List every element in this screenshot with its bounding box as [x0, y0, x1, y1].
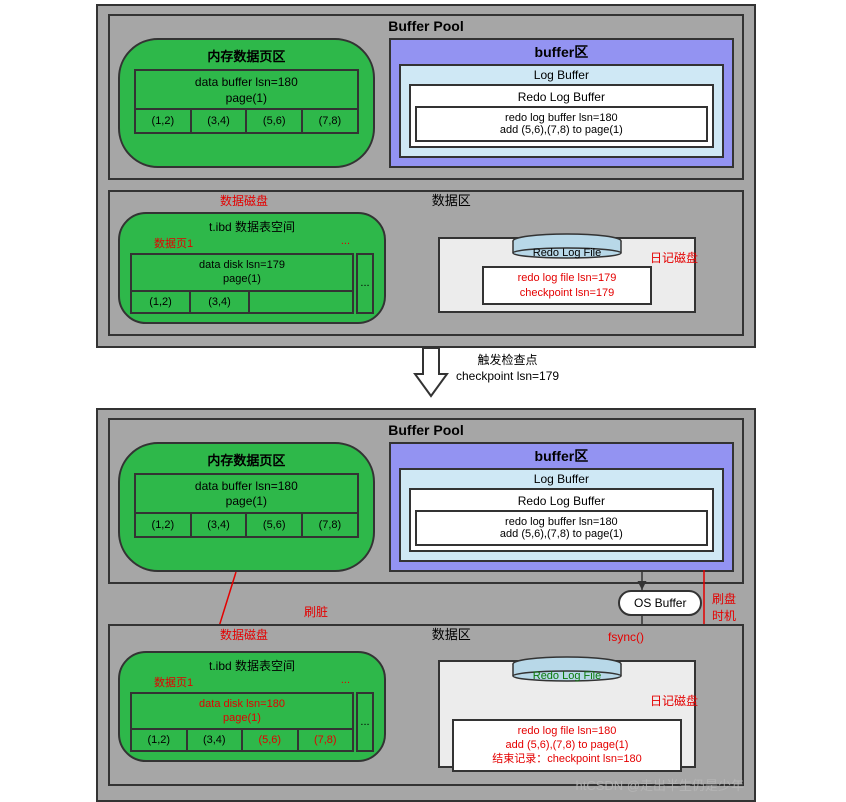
gd-head-l1: data disk lsn=179 — [199, 259, 285, 271]
buffer-zone-title: buffer区 — [399, 42, 724, 62]
watermark: htCSDN @走出半生仍是少年 — [576, 775, 745, 794]
cyl-label-b: Redo Log File — [440, 670, 694, 682]
gd-ell-b: ... — [341, 674, 350, 690]
rf-l1: redo log file lsn=179 — [518, 272, 617, 284]
log-buffer-top: Log Buffer Redo Log Buffer redo log buff… — [399, 64, 724, 158]
cell: (7,8) — [303, 514, 357, 536]
brush-time-label: 刷盘时机 — [712, 590, 744, 624]
mem-page-table: data buffer lsn=180 page(1) (1,2)(3,4)(5… — [134, 69, 359, 134]
arrow-l2: checkpoint lsn=179 — [456, 369, 559, 383]
fsync-label: fsync() — [608, 630, 644, 644]
log-disk-label: 日记磁盘 — [650, 249, 698, 266]
log-disk-label-b: 日记磁盘 — [650, 692, 698, 709]
down-arrow-icon — [411, 344, 451, 403]
redo-file-zone-b: Redo Log File 日记磁盘 redo log file lsn=180… — [438, 660, 696, 768]
rlb-l1-b: redo log buffer lsn=180 — [505, 516, 618, 528]
rlb-l2-b: add (5,6),(7,8) to page(1) — [500, 528, 623, 540]
green-disk-top: t.ibd 数据表空间 数据页1 ... data disk lsn=179 p… — [118, 212, 386, 324]
rlb-title: Redo Log Buffer — [415, 90, 708, 104]
rf-l2-b: add (5,6),(7,8) to page(1) — [506, 739, 629, 751]
mem-head-l1-b: data buffer lsn=180 — [195, 479, 298, 493]
gd-ell-box: ... — [356, 253, 374, 314]
gd-ell-box-b: ... — [356, 692, 374, 753]
mem-page-title: 内存数据页区 — [134, 46, 359, 65]
cell: (3,4) — [191, 292, 250, 312]
cell: (5,6) — [247, 514, 303, 536]
disk-label: 数据磁盘 — [220, 192, 268, 209]
cell: (5,6) — [247, 110, 303, 132]
rf-l2: checkpoint lsn=179 — [520, 287, 614, 299]
rlb-title-b: Redo Log Buffer — [415, 494, 708, 508]
gd-title-b: t.ibd 数据表空间 — [130, 657, 374, 674]
gd-head-l1-b: data disk lsn=180 — [199, 698, 285, 710]
buffer-pool-title: Buffer Pool — [118, 18, 734, 34]
middle-region: OS Buffer 刷盘时机 刷脏 — [108, 584, 744, 626]
rlb-b: Redo Log Buffer redo log buffer lsn=180 … — [409, 488, 714, 552]
buffer-pool-bottom: Buffer Pool 内存数据页区 data buffer lsn=180 p… — [108, 418, 744, 584]
arrow-block: 触发检查点 checkpoint lsn=179 — [96, 348, 756, 404]
cell: (7,8) — [303, 110, 357, 132]
gd-subtitle: 数据页1 — [154, 235, 193, 251]
rlb-l2: add (5,6),(7,8) to page(1) — [500, 124, 623, 136]
green-disk-b: t.ibd 数据表空间 数据页1 ... data disk lsn=180 p… — [118, 651, 386, 763]
log-buffer-b: Log Buffer Redo Log Buffer redo log buff… — [399, 468, 724, 562]
gd-sub-b: 数据页1 — [154, 674, 193, 690]
mem-head-l1: data buffer lsn=180 — [195, 75, 298, 89]
arrow-l1: 触发检查点 — [478, 353, 538, 367]
brush-dirty-label: 刷脏 — [304, 603, 328, 620]
cell: (3,4) — [188, 730, 244, 750]
redo-log-buffer-top: Redo Log Buffer redo log buffer lsn=180 … — [409, 84, 714, 148]
gd-ellipsis: ... — [341, 235, 350, 251]
gd-table-b: data disk lsn=180 page(1) (1,2)(3,4)(5,6… — [130, 692, 354, 753]
gd-head-l2: page(1) — [223, 273, 261, 285]
bz-title-b: buffer区 — [399, 446, 724, 466]
mem-page-table-b: data buffer lsn=180 page(1) (1,2)(3,4)(5… — [134, 473, 359, 538]
cell: (1,2) — [136, 514, 192, 536]
dz-title-b: 数据区 — [432, 624, 471, 643]
buffer-zone-bottom: buffer区 Log Buffer Redo Log Buffer redo … — [389, 442, 734, 572]
cell: (5,6) — [243, 730, 299, 750]
redo-file-zone-top: Redo Log File 日记磁盘 redo log file lsn=179… — [438, 237, 696, 313]
disk-label-b: 数据磁盘 — [220, 626, 268, 643]
cell: (1,2) — [136, 110, 192, 132]
buffer-zone-top: buffer区 Log Buffer Redo Log Buffer redo … — [389, 38, 734, 168]
top-panel: Buffer Pool 内存数据页区 data buffer lsn=180 p… — [96, 4, 756, 348]
mem-page-zone-top: 内存数据页区 data buffer lsn=180 page(1) (1,2)… — [118, 38, 375, 168]
cell: (3,4) — [192, 514, 248, 536]
cell: (1,2) — [132, 292, 191, 312]
os-buffer: OS Buffer — [618, 590, 702, 616]
disk-zone-bottom: 数据区 数据磁盘 fsync() t.ibd 数据表空间 数据页1 ... da… — [108, 624, 744, 786]
disk-zone-top: 数据区 数据磁盘 t.ibd 数据表空间 数据页1 ... data disk … — [108, 190, 744, 336]
gd-table: data disk lsn=179 page(1) (1,2)(3,4) — [130, 253, 354, 314]
gd-title: t.ibd 数据表空间 — [130, 218, 374, 235]
mem-page-title-b: 内存数据页区 — [134, 450, 359, 469]
lb-title-b: Log Buffer — [409, 472, 714, 486]
mem-head-l2-b: page(1) — [226, 494, 267, 508]
log-buffer-title: Log Buffer — [409, 68, 714, 82]
buffer-pool-top: Buffer Pool 内存数据页区 data buffer lsn=180 p… — [108, 14, 744, 180]
bottom-panel: Buffer Pool 内存数据页区 data buffer lsn=180 p… — [96, 408, 756, 802]
cell: (3,4) — [192, 110, 248, 132]
rlb-l1: redo log buffer lsn=180 — [505, 112, 618, 124]
rf-l1-b: redo log file lsn=180 — [518, 725, 617, 737]
buffer-pool-title-b: Buffer Pool — [118, 422, 734, 438]
gd-head-l2-b: page(1) — [223, 712, 261, 724]
rf-l3-b: 结束记录：checkpoint lsn=180 — [492, 753, 641, 765]
mem-page-zone-bottom: 内存数据页区 data buffer lsn=180 page(1) (1,2)… — [118, 442, 375, 572]
mem-head-l2: page(1) — [226, 91, 267, 105]
disk-zone-title: 数据区 — [432, 190, 471, 209]
cell: (7,8) — [299, 730, 353, 750]
cell: (1,2) — [132, 730, 188, 750]
